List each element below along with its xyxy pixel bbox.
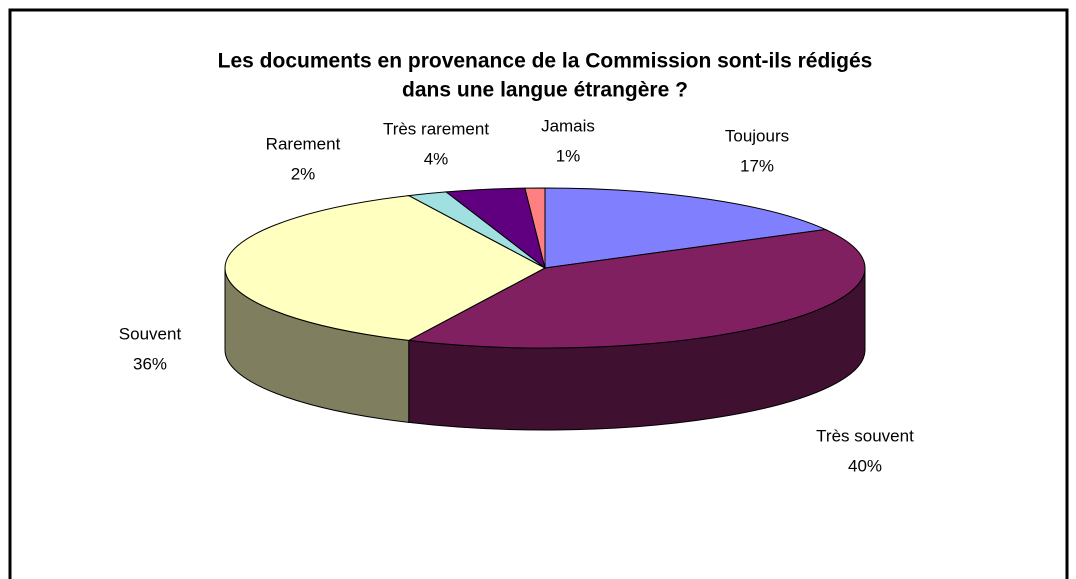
slice-label: Rarement	[266, 134, 341, 153]
chart-frame	[8, 8, 1069, 579]
pie-slice	[224, 195, 547, 341]
slice-value-label: 1%	[556, 146, 581, 165]
pie-slice	[407, 228, 866, 349]
slice-label: Très souvent	[816, 426, 914, 445]
slice-label: Souvent	[119, 324, 182, 343]
slice-value-label: 36%	[133, 354, 167, 373]
pie	[224, 187, 866, 431]
slice-value-label: 2%	[291, 164, 316, 183]
slice-value-label: 4%	[424, 149, 449, 168]
chart-title: Les documents en provenance de la Commis…	[218, 50, 873, 73]
pie-slice	[544, 187, 828, 269]
pie-slice	[524, 187, 546, 269]
slice-label: Toujours	[725, 126, 789, 145]
slice-value-label: 40%	[848, 456, 882, 475]
slice-label: Jamais	[541, 116, 595, 135]
pie-tops	[224, 187, 866, 349]
chart-title: dans une langue étrangère ?	[402, 79, 688, 102]
slice-label: Très rarement	[383, 119, 489, 138]
slice-value-label: 17%	[740, 156, 774, 175]
